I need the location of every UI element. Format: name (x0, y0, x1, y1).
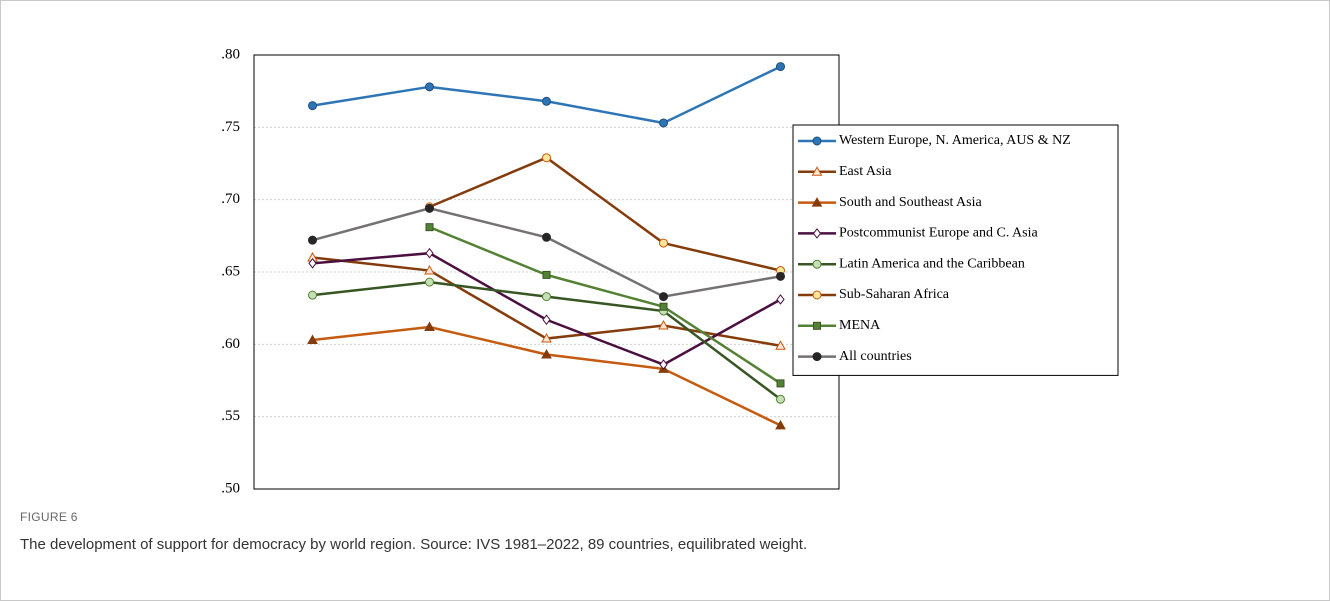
marker (424, 321, 435, 331)
series-line (312, 207, 781, 298)
marker (542, 232, 551, 242)
legend-box (792, 124, 1119, 376)
series-line (429, 225, 782, 385)
y-tick-label: .80 (221, 46, 240, 62)
marker (425, 223, 434, 232)
y-tick-label: .70 (221, 191, 240, 207)
legend-marker (811, 197, 823, 207)
legend-label: East Asia (839, 164, 892, 179)
x-tick-label: 1999-2004 (397, 500, 462, 501)
series-line (312, 65, 782, 125)
marker (658, 320, 669, 330)
y-tick-label: .50 (221, 480, 240, 496)
marker (776, 271, 785, 281)
marker (308, 258, 317, 269)
marker (425, 247, 434, 259)
figure-label: FIGURE 6 (20, 510, 78, 524)
marker (659, 238, 668, 248)
y-tick-label: .55 (221, 408, 240, 424)
marker (659, 292, 668, 302)
x-tick-label: 1994-1998 (280, 500, 345, 501)
marker (541, 333, 552, 343)
marker (308, 290, 317, 300)
legend-marker (812, 290, 822, 300)
marker (659, 302, 668, 311)
legend-label: Latin America and the Caribbean (839, 256, 1025, 271)
legend-label: MENA (839, 318, 881, 333)
x-tick-label: 2005-2009 (514, 500, 579, 501)
legend-label: Sub-Saharan Africa (839, 287, 950, 302)
marker (775, 340, 786, 350)
marker (542, 292, 551, 302)
figure-caption: The development of support for democracy… (20, 536, 808, 553)
legend-label: Western Europe, N. America, AUS & NZ (839, 133, 1071, 148)
marker (659, 359, 668, 370)
marker (542, 153, 551, 163)
legend-marker (812, 259, 822, 269)
x-tick-label: 2010-2014 (631, 500, 696, 501)
y-tick-label: .65 (221, 263, 240, 279)
marker (776, 62, 785, 72)
legend-label: All countries (839, 349, 912, 364)
marker (659, 118, 668, 128)
marker (425, 203, 434, 213)
marker (542, 96, 551, 106)
x-tick-label: 2017-2022 (748, 500, 813, 501)
legend-label: Postcommunist Europe and C. Asia (839, 226, 1039, 241)
marker (308, 235, 317, 245)
marker (308, 101, 317, 111)
legend-marker (813, 321, 821, 330)
legend-marker (812, 352, 822, 362)
y-tick-label: .75 (221, 119, 240, 135)
marker (425, 82, 434, 92)
legend-marker (811, 166, 823, 176)
legend-marker (812, 136, 822, 146)
marker (542, 270, 551, 279)
marker (776, 394, 785, 404)
marker (776, 294, 785, 305)
legend-marker (812, 228, 822, 239)
marker (776, 379, 785, 388)
marker (542, 314, 551, 326)
y-tick-label: .60 (221, 336, 240, 352)
marker (425, 277, 434, 287)
marker (307, 334, 318, 344)
marker (541, 348, 552, 359)
legend-label: South and Southeast Asia (839, 195, 983, 210)
chart: .50 .55 .60 .65 .70 .75 .80 1994-1998 1999-2004 2… (221, 46, 1119, 516)
series-line (429, 156, 781, 272)
marker (424, 265, 435, 275)
marker (775, 419, 786, 430)
